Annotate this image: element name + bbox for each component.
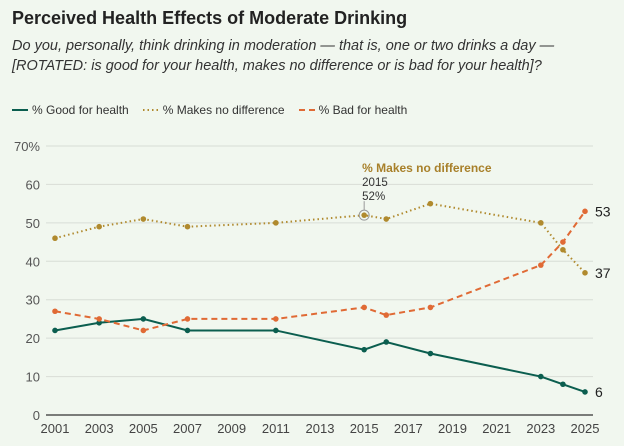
- legend-item: % Good for health: [12, 103, 129, 117]
- y-tick-label: 50: [26, 216, 40, 231]
- data-point: [273, 327, 279, 334]
- x-tick-label: 2021: [482, 421, 511, 436]
- end-label: 6: [595, 384, 603, 400]
- data-point: [538, 373, 544, 380]
- x-tick-label: 2007: [173, 421, 202, 436]
- data-point: [140, 216, 147, 222]
- x-tick-label: 2003: [85, 421, 114, 436]
- annotation-title: % Makes no difference: [362, 161, 492, 175]
- y-tick-label: 30: [26, 293, 40, 308]
- data-point: [273, 316, 279, 322]
- x-tick-label: 2025: [571, 421, 600, 436]
- x-tick-label: 2009: [217, 421, 246, 436]
- data-point: [582, 389, 588, 395]
- data-point: [52, 235, 58, 242]
- data-point: [273, 220, 279, 226]
- legend: % Good for health % Makes no difference % …: [12, 103, 407, 117]
- data-point: [361, 212, 367, 218]
- series-line: [54, 202, 586, 274]
- x-tick-label: 2005: [129, 421, 158, 436]
- legend-label: % Good for health: [32, 103, 129, 117]
- data-point: [184, 316, 191, 322]
- data-point: [582, 208, 588, 215]
- data-point: [560, 246, 566, 253]
- series-line: [54, 210, 586, 332]
- annotation-year: 2015: [362, 177, 388, 189]
- data-point: [140, 316, 147, 322]
- chart-title: Perceived Health Effects of Moderate Dri…: [12, 8, 408, 28]
- data-point: [184, 327, 191, 334]
- legend-label: % Bad for health: [318, 103, 408, 117]
- x-tick-label: 2019: [438, 421, 467, 436]
- end-label: 37: [595, 265, 611, 281]
- data-point: [427, 200, 434, 207]
- legend-label: % Makes no difference: [162, 103, 285, 117]
- y-tick-label: 0: [33, 408, 40, 423]
- data-point: [96, 223, 102, 230]
- data-point: [52, 327, 58, 334]
- legend-swatch: [298, 109, 315, 111]
- end-label: 53: [595, 203, 611, 219]
- chart-subtitle: Do you, personally, think drinking in mo…: [12, 38, 555, 74]
- data-point: [361, 346, 367, 353]
- legend-item: % Makes no difference: [142, 103, 285, 117]
- data-point: [96, 319, 102, 326]
- data-point: [560, 239, 566, 245]
- annotation-value: 52%: [362, 191, 385, 203]
- data-point: [383, 339, 390, 345]
- data-point: [96, 316, 102, 322]
- data-point: [52, 308, 58, 315]
- data-point: [383, 312, 390, 318]
- data-point: [538, 262, 544, 268]
- x-tick-label: 2011: [262, 421, 290, 436]
- x-tick-label: 2015: [350, 421, 379, 436]
- x-tick-label: 2013: [306, 421, 335, 436]
- data-point: [427, 304, 434, 311]
- data-point: [383, 216, 390, 222]
- y-tick-label: 10: [26, 370, 40, 385]
- data-point: [538, 220, 544, 226]
- data-point: [140, 327, 147, 334]
- series-line: [54, 317, 586, 393]
- y-tick-label: 20: [26, 331, 40, 346]
- x-tick-label: 2023: [526, 421, 555, 436]
- y-tick-label: 40: [26, 254, 40, 269]
- x-tick-label: 2001: [41, 421, 70, 436]
- data-point: [560, 381, 566, 388]
- data-point: [582, 270, 588, 276]
- x-tick-label: 2017: [394, 421, 423, 436]
- legend-item: % Bad for health: [298, 103, 408, 117]
- y-tick-label: 60: [26, 177, 40, 192]
- y-tick-label: 70%: [14, 139, 40, 154]
- legend-swatch: [12, 109, 28, 111]
- data-point: [361, 304, 367, 311]
- data-point: [184, 223, 191, 230]
- data-point: [427, 350, 434, 357]
